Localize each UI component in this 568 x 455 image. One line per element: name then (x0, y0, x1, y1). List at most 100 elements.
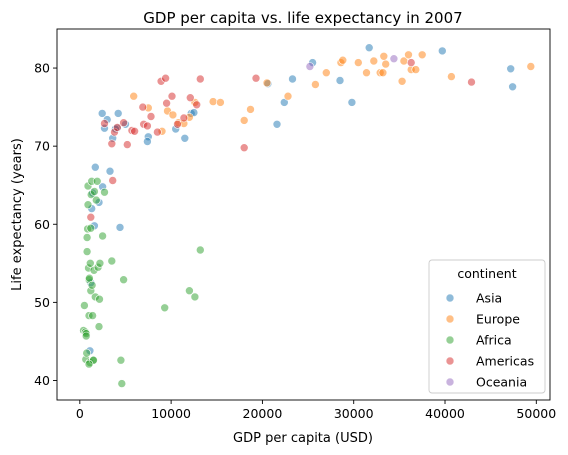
point-asia-26 (288, 74, 297, 84)
point-europe-22 (378, 68, 388, 77)
point-africa-9 (83, 200, 93, 209)
legend-label-americas: Americas (476, 354, 534, 369)
point-europe-13 (262, 78, 272, 88)
point-americas-2 (107, 139, 117, 149)
point-americas-23 (239, 143, 249, 152)
point-asia-8 (115, 223, 125, 232)
y-tick-label: 50 (34, 295, 50, 310)
x-tick-label: 40000 (425, 406, 465, 421)
point-europe-16 (321, 68, 331, 77)
x-tick-label: 10000 (151, 406, 191, 421)
point-americas-1 (100, 119, 109, 128)
point-americas-25 (406, 58, 416, 67)
y-tick-label: 80 (34, 61, 50, 76)
point-europe-26 (404, 50, 413, 60)
point-africa-38 (117, 379, 127, 388)
data-points (79, 43, 536, 388)
point-africa-26 (90, 187, 99, 196)
point-africa-31 (94, 322, 104, 331)
x-tick-label: 30000 (334, 406, 374, 421)
point-africa-42 (190, 292, 200, 302)
point-americas-17 (167, 91, 177, 101)
point-asia-32 (506, 64, 516, 74)
point-africa-36 (107, 256, 117, 266)
point-americas-5 (113, 123, 122, 132)
point-africa-37 (116, 355, 126, 365)
point-africa-34 (98, 231, 107, 241)
point-africa-35 (100, 187, 109, 197)
point-americas-16 (162, 98, 171, 108)
point-africa-6 (82, 247, 92, 256)
point-europe-10 (216, 98, 225, 107)
point-asia-11 (91, 162, 100, 172)
point-americas-13 (153, 127, 162, 137)
x-axis: 0 10000 20000 30000 40000 50000 (76, 400, 556, 421)
y-tick-label: 70 (34, 139, 50, 154)
legend-box (428, 259, 546, 394)
legend: continent Asia Europe Africa Americas Oceani… (428, 259, 546, 394)
point-americas-8 (130, 127, 139, 136)
point-africa-5 (82, 348, 91, 358)
point-europe-12 (246, 105, 255, 114)
point-americas-27 (119, 118, 128, 127)
point-europe-23 (381, 59, 391, 69)
x-tick-label: 50000 (516, 406, 556, 421)
legend-label-africa: Africa (476, 333, 512, 348)
legend-marker-oceania (445, 377, 455, 387)
point-asia-4 (113, 109, 123, 118)
legend-title: continent (457, 266, 516, 281)
legend-items: Asia Europe Africa Americas Oceania (445, 291, 534, 390)
point-europe-11 (239, 116, 249, 125)
point-asia-30 (364, 43, 374, 53)
point-americas-12 (146, 112, 156, 121)
point-americas-24 (251, 73, 261, 83)
point-africa-18 (86, 223, 96, 233)
chart-title: GDP per capita vs. life expectancy in 20… (143, 9, 462, 27)
point-africa-28 (92, 195, 101, 205)
point-africa-40 (160, 303, 169, 313)
legend-marker-americas (445, 356, 455, 366)
legend-label-asia: Asia (476, 291, 502, 306)
point-europe-0 (129, 91, 138, 101)
point-asia-28 (335, 76, 345, 85)
point-africa-21 (87, 280, 97, 290)
point-europe-29 (417, 50, 427, 60)
y-tick-label: 40 (34, 373, 50, 388)
point-europe-18 (338, 55, 348, 65)
point-oceania-0 (305, 62, 315, 71)
point-africa-1 (80, 301, 89, 310)
legend-label-oceania: Oceania (476, 375, 527, 390)
legend-marker-europe (445, 314, 455, 324)
point-africa-43 (196, 245, 205, 255)
point-europe-4 (168, 110, 178, 120)
y-tick-label: 60 (34, 217, 50, 232)
point-europe-30 (447, 72, 456, 81)
point-africa-45 (84, 359, 94, 369)
point-americas-20 (186, 93, 195, 102)
point-americas-6 (123, 140, 132, 149)
point-asia-21 (180, 134, 190, 143)
point-africa-39 (119, 275, 128, 285)
point-americas-19 (179, 113, 189, 123)
point-europe-20 (362, 68, 371, 77)
point-asia-33 (508, 82, 517, 92)
point-americas-21 (192, 100, 201, 110)
point-americas-22 (196, 74, 205, 84)
legend-marker-asia (445, 293, 455, 303)
point-asia-24 (272, 120, 282, 129)
point-americas-26 (467, 77, 476, 87)
point-americas-15 (161, 73, 170, 83)
point-americas-0 (86, 212, 96, 222)
point-americas-18 (173, 120, 182, 129)
x-tick-label: 0 (76, 406, 84, 421)
point-africa-32 (95, 294, 104, 304)
point-africa-16 (86, 258, 95, 268)
point-europe-19 (353, 58, 363, 67)
x-axis-label: GDP per capita (USD) (233, 431, 373, 446)
point-europe-24 (397, 77, 407, 86)
point-africa-41 (185, 286, 194, 296)
point-europe-14 (283, 91, 293, 101)
point-americas-3 (108, 176, 117, 185)
legend-marker-africa (445, 335, 455, 345)
